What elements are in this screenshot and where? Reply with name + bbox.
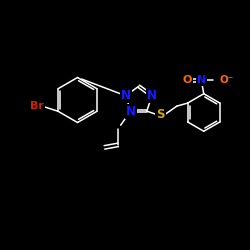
- Text: N: N: [121, 89, 131, 102]
- Text: N: N: [197, 75, 206, 85]
- Text: O: O: [183, 75, 192, 85]
- Text: Br: Br: [30, 101, 44, 111]
- Text: N: N: [147, 89, 157, 102]
- Text: O⁻: O⁻: [219, 75, 234, 85]
- Text: S: S: [156, 108, 165, 121]
- Text: N: N: [126, 104, 136, 118]
